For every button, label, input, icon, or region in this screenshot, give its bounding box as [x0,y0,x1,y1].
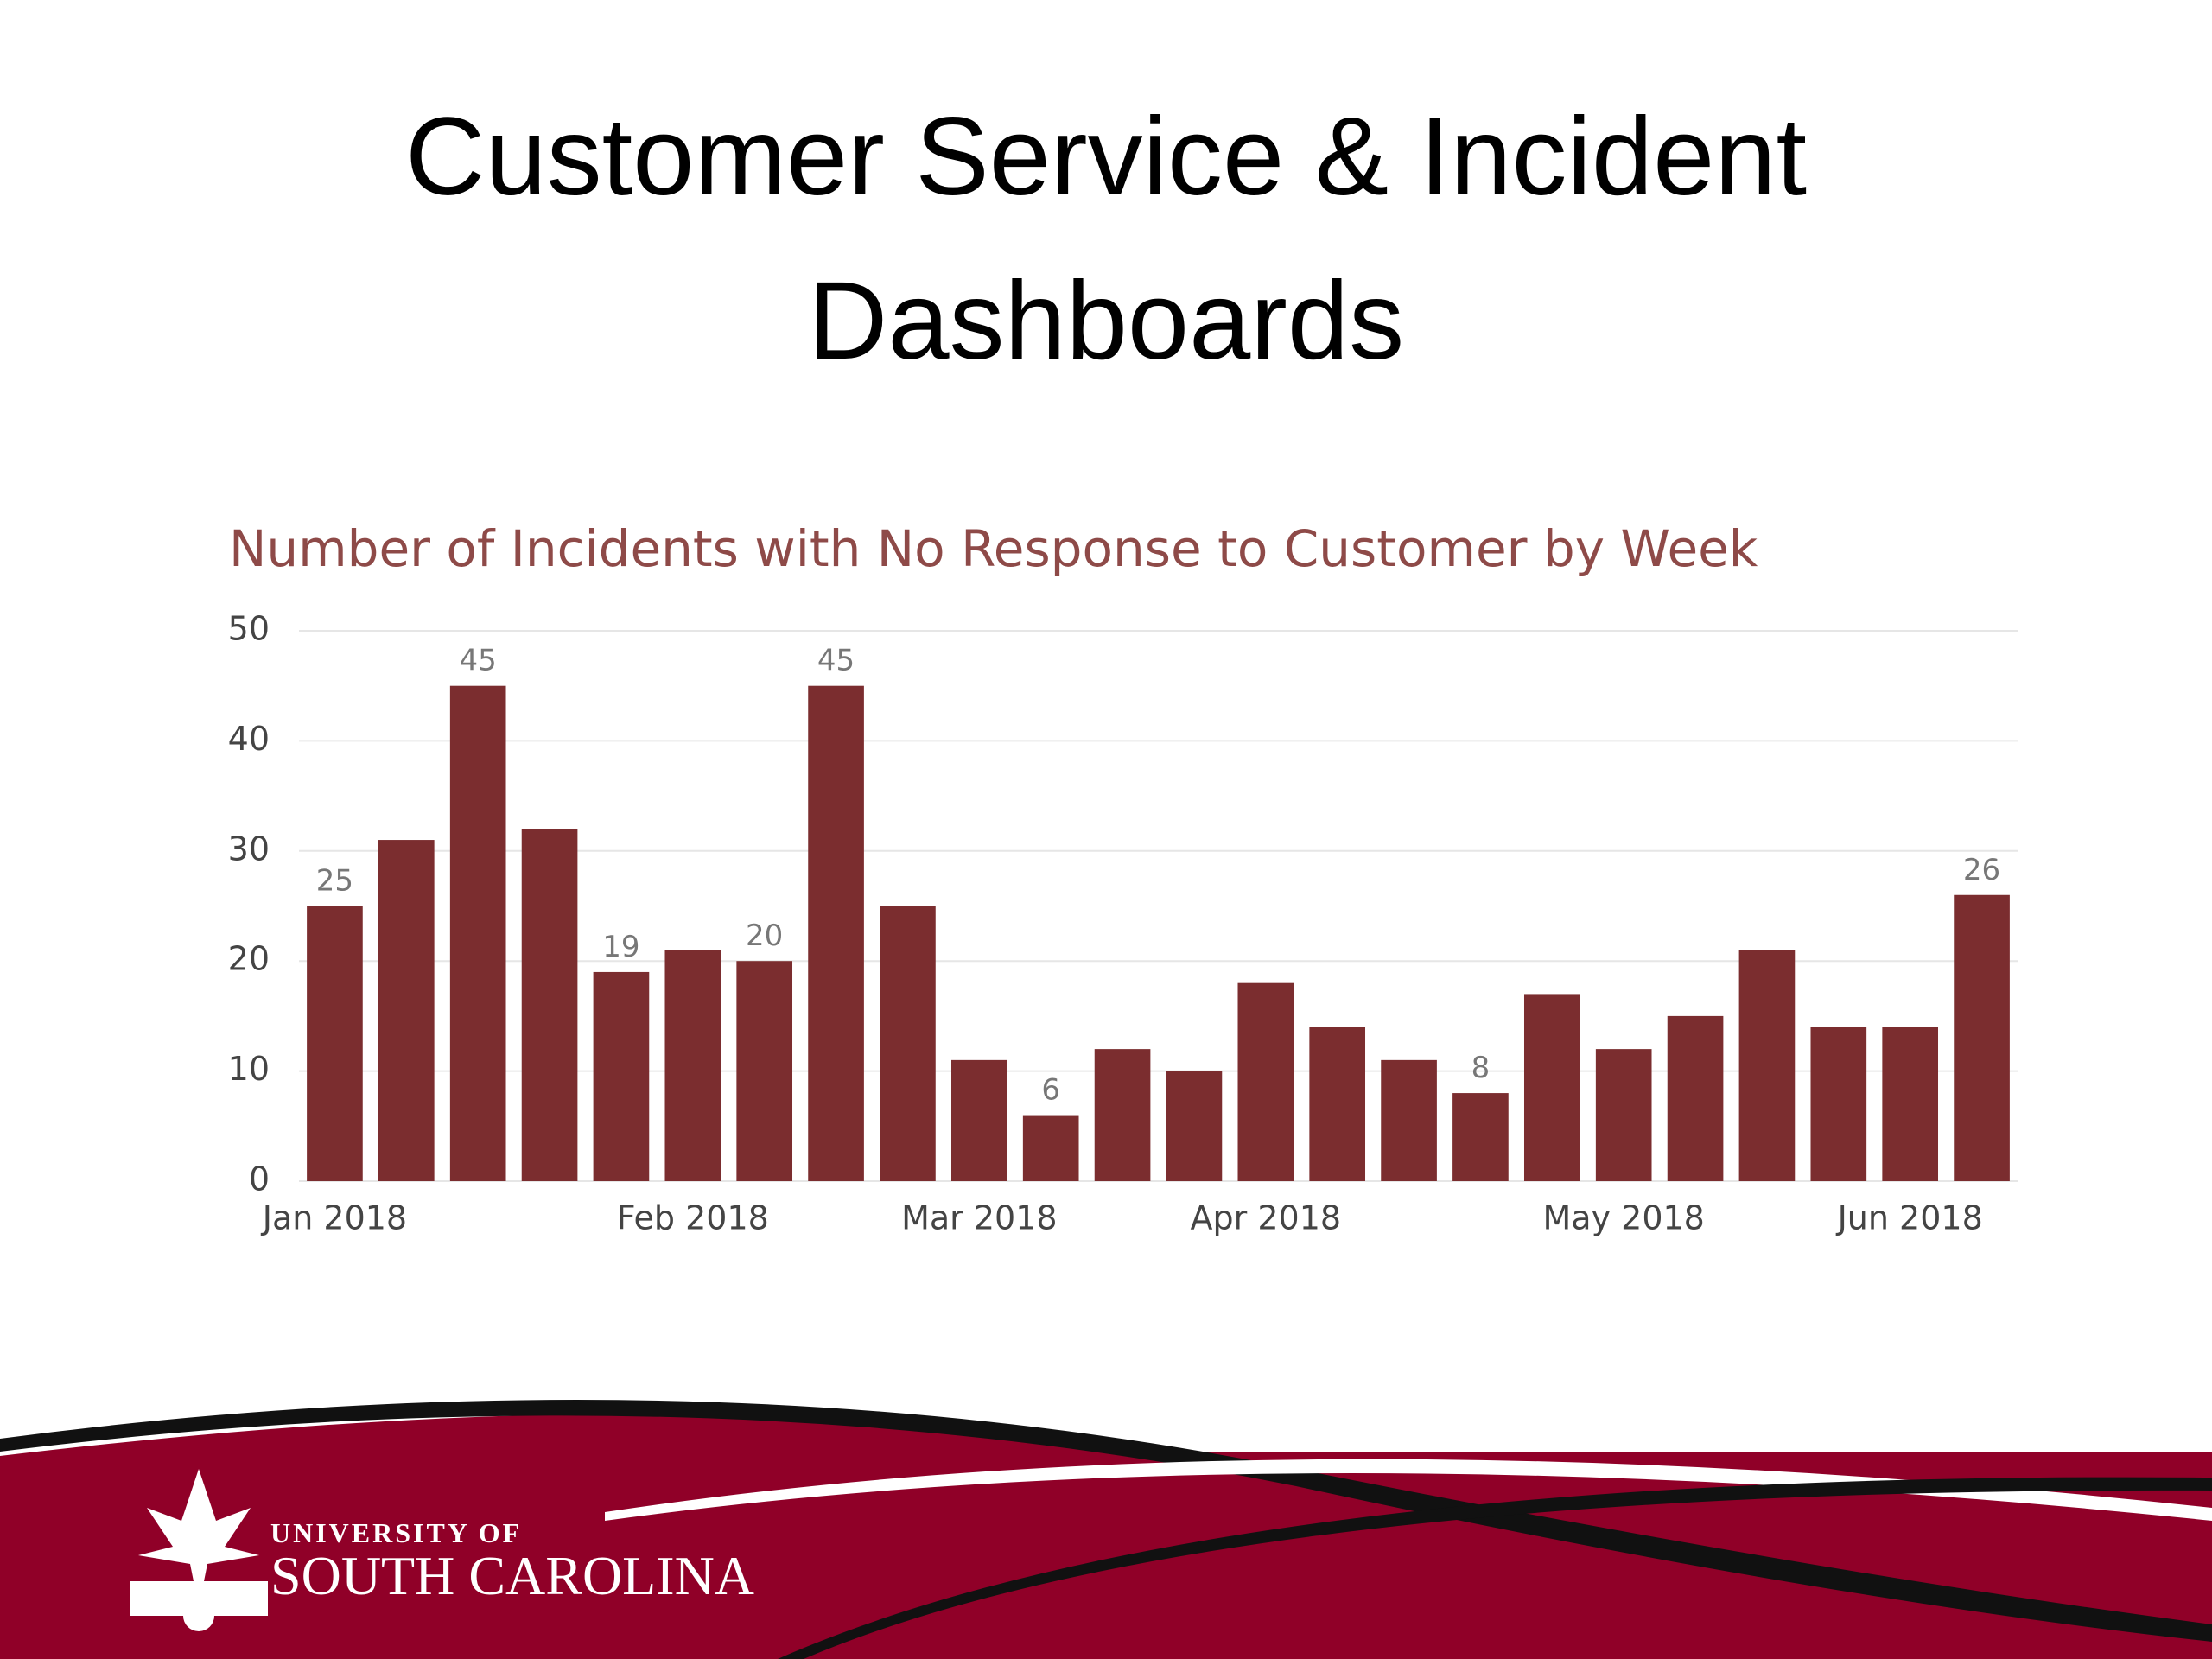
y-tick-label: 30 [228,830,270,868]
slide-title-line: Customer Service & Incident [405,95,1807,219]
x-tick-label: Feb 2018 [617,1199,769,1237]
footer-band: UNIVERSITY OF SOUTH CAROLINA [0,1400,2212,1659]
data-label: 19 [602,930,639,964]
y-tick-label: 40 [228,720,270,758]
bar [1452,1093,1509,1181]
logo-text: SOUTH CAROLINA [270,1545,754,1606]
bar [1381,1059,1437,1181]
bar [1094,1049,1151,1181]
bar [1309,1027,1366,1181]
data-label: 45 [460,644,497,678]
bar [664,950,721,1181]
data-label: 20 [746,918,783,953]
y-tick-label: 50 [228,610,270,648]
bar [1237,982,1294,1181]
bar [593,971,650,1181]
bar [307,906,363,1181]
data-label: 26 [1963,853,2000,887]
bar [950,1059,1007,1181]
y-tick-label: 20 [228,940,270,978]
x-tick-label: Jan 2018 [261,1199,407,1237]
x-tick-label: Jun 2018 [1836,1199,1983,1237]
data-label: 25 [316,864,353,899]
bar [1667,1015,1724,1181]
logo-icon [130,1469,268,1631]
bar [808,685,864,1181]
bar [1954,894,2010,1181]
bar [449,685,506,1181]
data-label: 45 [817,644,855,678]
y-tick-label: 0 [249,1160,270,1198]
bar [1022,1115,1079,1181]
x-tick-label: May 2018 [1543,1199,1705,1237]
bar [1595,1049,1652,1181]
bar [880,906,936,1181]
bar [1166,1071,1223,1181]
bar [736,961,793,1181]
chart-title: Number of Incidents with No Response to … [229,519,1758,578]
data-label: 8 [1471,1051,1491,1085]
footer-swoosh [778,1477,2212,1659]
data-label: 6 [1041,1073,1060,1108]
bar [1523,994,1580,1181]
bar [1810,1027,1867,1181]
bar [521,829,578,1181]
logo-text: UNIVERSITY OF [270,1517,522,1548]
x-tick-label: Mar 2018 [901,1199,1057,1237]
footer-swoosh [605,1459,2212,1521]
slide-title-line: Dashboards [808,259,1404,383]
bar [1882,1027,1939,1181]
bar [1738,950,1796,1181]
bar [378,840,435,1181]
y-tick-label: 10 [228,1050,270,1088]
x-tick-label: Apr 2018 [1191,1199,1342,1237]
footer-swoosh [0,1400,2212,1642]
